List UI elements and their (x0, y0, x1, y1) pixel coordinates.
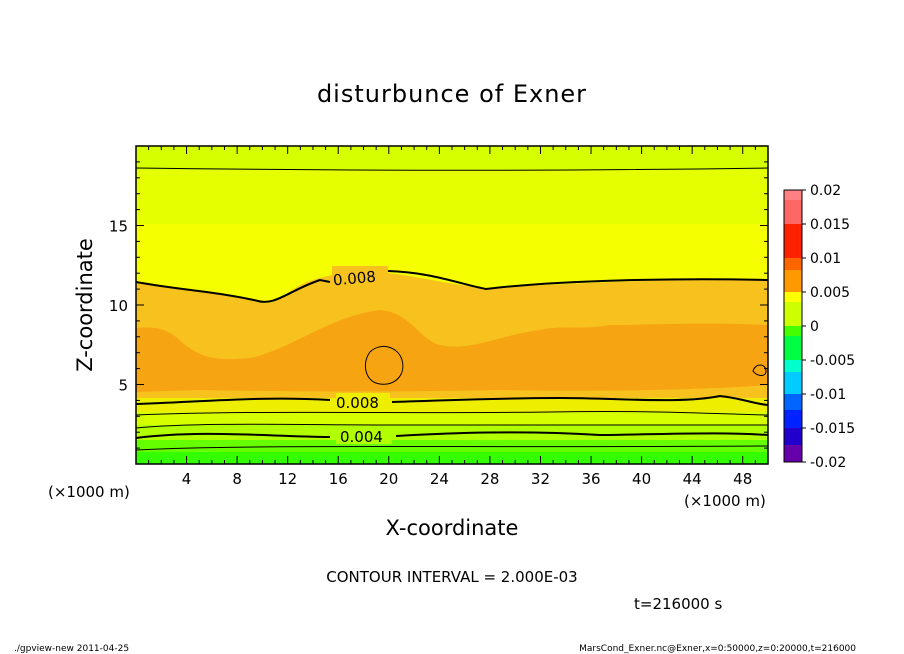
contour-line (135, 423, 769, 429)
x-tick-label: 40 (632, 470, 651, 488)
y-tick-label: 10 (109, 297, 128, 315)
x-tick-label: 28 (480, 470, 499, 488)
chart-title: disturbunce of Exner (317, 80, 587, 108)
colorbar-label: -0.02 (810, 455, 846, 471)
colorbar-label: -0.015 (810, 421, 855, 437)
colorbar-label: -0.01 (810, 387, 846, 403)
x-unit-right: (×1000 m) (684, 492, 766, 510)
plot-area: 0.008 0.008 0.004 (135, 145, 769, 465)
x-tick-label: 12 (278, 470, 297, 488)
band-green-3 (136, 452, 768, 464)
colorbar-label: 0.02 (810, 183, 841, 199)
x-tick-label: 32 (531, 470, 550, 488)
x-tick-label: 8 (232, 470, 242, 488)
contour-line (135, 445, 769, 451)
y-tick-labels: 5 10 15 (109, 218, 128, 395)
label-bg (336, 393, 390, 411)
y-tick-label: 15 (109, 218, 128, 236)
axis-ticks (135, 145, 769, 465)
x-tick-label: 20 (379, 470, 398, 488)
contour-interval: CONTOUR INTERVAL = 2.000E-03 (326, 568, 577, 586)
x-tick-label: 16 (329, 470, 348, 488)
contour-line (135, 431, 769, 439)
label-bg (332, 266, 388, 284)
contour-line (135, 167, 769, 171)
x-tick-label: 36 (581, 470, 600, 488)
x-axis-label: X-coordinate (386, 516, 519, 540)
colorbar-label: -0.005 (810, 353, 855, 369)
contour-label: 0.004 (340, 428, 383, 446)
y-tick-label: 5 (118, 377, 128, 395)
contour-small (752, 364, 767, 376)
band-green-2 (136, 440, 768, 455)
label-bg (336, 428, 392, 444)
x-tick-label: 48 (733, 470, 752, 488)
x-tick-labels: 4 8 12 16 20 24 28 32 36 40 44 48 (182, 470, 752, 488)
colorbar-label: 0.015 (810, 217, 850, 233)
band-yellow (136, 170, 768, 232)
colorbar-label: 0.01 (810, 251, 841, 267)
band-bright-yellow (136, 224, 768, 304)
footer-right: MarsCond_Exner.nc@Exner,x=0:50000,z=0:20… (579, 644, 856, 654)
colorbar-label: 0.005 (810, 285, 850, 301)
contour-line (135, 278, 331, 303)
time-label: t=216000 s (634, 595, 722, 613)
colorbar-label: 0 (810, 319, 819, 335)
x-unit-left: (×1000 m) (48, 483, 130, 501)
y-axis-label: Z-coordinate (73, 238, 97, 372)
colorbar: 0.02 0.015 0.01 0.005 0 -0.005 -0.01 -0.015 -0.0… (783, 183, 855, 471)
footer-left: ./gpview-new 2011-04-25 (14, 644, 129, 654)
band-orange (136, 310, 768, 392)
contour-line (135, 394, 769, 406)
contour-line (387, 270, 769, 291)
contour-line (135, 410, 769, 416)
x-tick-label: 44 (683, 470, 702, 488)
x-tick-label: 4 (182, 470, 192, 488)
contour-label: 0.008 (332, 268, 376, 290)
contour-label: 0.008 (336, 394, 379, 412)
contour-circle (364, 345, 404, 385)
x-tick-label: 24 (430, 470, 449, 488)
